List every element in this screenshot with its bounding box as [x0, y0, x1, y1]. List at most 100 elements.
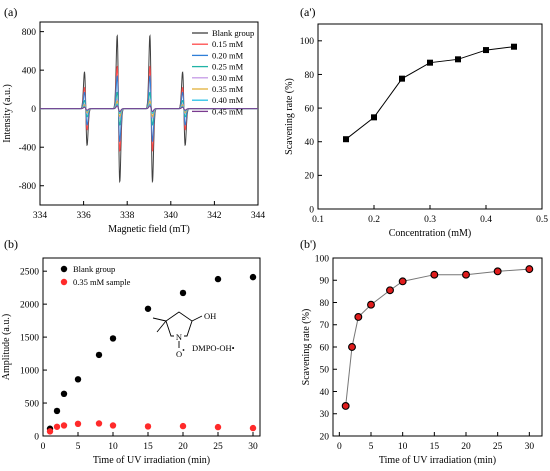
panel-label: (b): [4, 237, 18, 251]
y-tick-label: 0: [34, 432, 39, 442]
y-tick-label: 80: [320, 299, 330, 309]
y-tick-label: 60: [320, 343, 330, 353]
data-point: [60, 422, 68, 429]
x-tick-label: 340: [164, 211, 179, 221]
legend-entry: 0.45 mM: [212, 106, 244, 116]
n-atom-label: N: [176, 332, 182, 342]
spectrum-line: [40, 105, 258, 113]
x-tick-label: 30: [525, 442, 535, 452]
x-tick-label: 30: [248, 442, 258, 452]
x-tick-label: 5: [76, 442, 81, 452]
y-tick-label: 20: [305, 172, 315, 182]
data-point: [60, 390, 68, 398]
panel-b-prime: (b') 0 5 10 15 20 25 30 20 30 40 50 60 70 80 90 100 Time …: [300, 237, 543, 466]
data-point: [341, 402, 350, 410]
data-point: [214, 423, 222, 431]
x-tick-label: 15: [143, 442, 153, 452]
x-tick-label: 334: [33, 211, 48, 221]
data-point: [399, 75, 405, 82]
legend-entry: 0.40 mM: [212, 95, 244, 105]
data-point: [179, 289, 187, 297]
panel-a: (a) 334 336 338 340 342 344 -800 -400 0 400 800 Magn…: [2, 5, 265, 235]
data-point: [427, 59, 433, 66]
y-tick-label: 100: [300, 37, 315, 47]
data-point: [95, 351, 103, 359]
legend-entry: 0.35 mM sample: [73, 277, 131, 287]
data-point: [343, 136, 349, 143]
data-point: [53, 423, 61, 430]
x-tick-label: 5: [369, 442, 374, 452]
panel-label: (b'): [300, 237, 316, 251]
x-tick-label: 342: [207, 211, 222, 221]
data-point: [249, 273, 257, 281]
x-tick-label: 20: [178, 442, 188, 452]
y-axis-label: Scavening rate (%): [301, 309, 312, 386]
data-point: [74, 376, 82, 383]
data-point: [348, 343, 356, 351]
data-point: [109, 335, 117, 342]
x-axis-label: Time of UV irradiation (min): [379, 455, 496, 466]
data-point: [525, 265, 534, 274]
y-tick-label: 500: [25, 399, 40, 409]
x-tick-label: 0.3: [424, 215, 436, 225]
y-tick-label: 1500: [20, 333, 39, 343]
data-point: [386, 286, 394, 295]
y-tick-label: 90: [320, 277, 330, 287]
radical-dot: [182, 349, 185, 351]
y-tick-label: 70: [320, 321, 330, 331]
y-tick-label: 20: [320, 432, 330, 442]
data-point: [371, 114, 377, 121]
x-axis-label: Magnetic field (mT): [108, 224, 190, 235]
y-tick-label: 30: [320, 410, 330, 420]
y-tick-label: 100: [315, 254, 330, 264]
y-tick-label: 0: [31, 105, 36, 115]
data-point: [354, 313, 363, 321]
data-point: [493, 267, 502, 276]
y-tick-label: 50: [320, 366, 330, 376]
y-tick-label: 1000: [20, 366, 39, 376]
legend-entry: 0.30 mM: [212, 73, 244, 83]
dmpo-label: DMPO-OH•: [192, 343, 235, 353]
legend-entry: 0.35 mM: [212, 84, 244, 94]
panel-label: (a): [4, 5, 17, 19]
x-tick-label: 15: [430, 442, 440, 452]
data-point: [398, 277, 407, 286]
radical-o-label: O: [176, 349, 182, 359]
x-tick-label: 10: [398, 442, 408, 452]
y-tick-label: -800: [19, 182, 37, 192]
y-tick-label: 800: [22, 28, 37, 38]
panel-a-prime: (a') 0.1 0.2 0.3 0.4 0.5 0 20 40 60 80 100 Concentra…: [284, 5, 548, 239]
y-tick-label: 40: [305, 138, 315, 148]
legend-marker: [60, 278, 68, 286]
x-axis-label: Concentration (mM): [389, 228, 471, 239]
data-point: [483, 47, 489, 54]
data-point: [74, 420, 82, 428]
plot-frame: [39, 21, 259, 206]
panel-label: (a'): [300, 5, 315, 19]
y-tick-label: 80: [305, 71, 315, 81]
y-axis-label: Intensity (a.u.): [2, 84, 13, 143]
data-point: [430, 270, 439, 279]
data-point: [53, 407, 61, 415]
data-point: [46, 428, 54, 435]
x-tick-label: 25: [213, 442, 223, 452]
x-tick-label: 0.5: [536, 215, 548, 225]
x-tick-label: 0.4: [480, 215, 492, 225]
x-tick-label: 20: [461, 442, 471, 452]
data-point: [511, 43, 517, 50]
data-point: [179, 422, 187, 430]
y-tick-label: 60: [305, 104, 315, 114]
legend-entry: 0.25 mM: [212, 62, 244, 72]
y-tick-label: 40: [320, 388, 330, 398]
x-axis-label: Time of UV irradiation (min): [93, 455, 210, 466]
oh-bond: [191, 315, 203, 322]
plot-frame: [42, 257, 261, 437]
legend-entry: Blank group: [73, 264, 115, 274]
x-tick-label: 0.1: [312, 215, 324, 225]
x-tick-label: 10: [108, 442, 118, 452]
panel-b: (b) 0 5 10 15 20 25 30 0 500 1000 1500 2000 2500 Time …: [1, 237, 261, 466]
data-point: [367, 300, 375, 309]
y-tick-label: 2000: [20, 300, 39, 310]
methyl-bond: [152, 317, 167, 322]
